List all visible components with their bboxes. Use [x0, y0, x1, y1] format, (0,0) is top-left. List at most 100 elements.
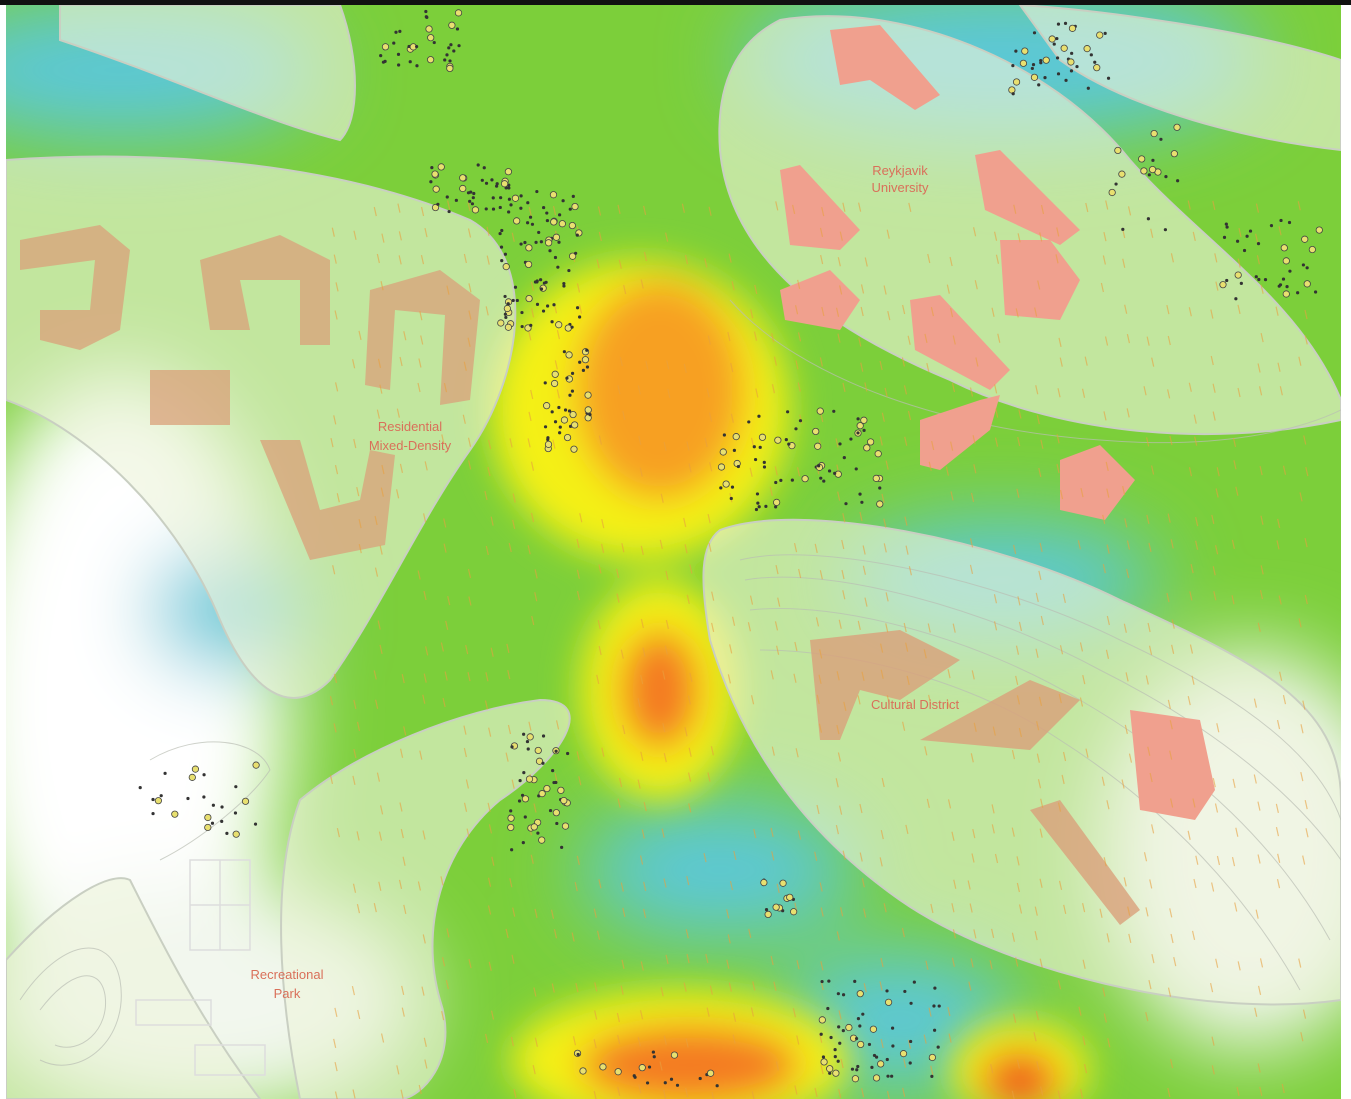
flow-arrow [447, 200, 451, 210]
tree-marker [503, 304, 511, 313]
tree-marker [764, 910, 772, 919]
flow-arrow [534, 592, 538, 602]
tree-marker [814, 442, 822, 450]
flow-arrow [793, 542, 798, 553]
tree-marker [210, 821, 215, 825]
flow-arrow [381, 464, 385, 475]
tree-marker [1039, 61, 1043, 65]
flow-arrow [509, 878, 513, 888]
tree-marker [652, 1055, 656, 1059]
flow-arrow [512, 519, 516, 529]
flow-arrow [576, 538, 580, 549]
tree-marker [1140, 167, 1148, 175]
flow-arrow [352, 359, 356, 369]
flow-arrow [511, 779, 515, 789]
flow-arrow [991, 824, 995, 834]
flow-arrow [465, 644, 469, 655]
flow-arrow [1146, 437, 1150, 447]
tree-marker [849, 437, 853, 441]
flow-arrow [907, 1039, 912, 1049]
flow-arrow [419, 311, 423, 321]
flow-arrow [352, 775, 356, 786]
flow-arrow [749, 467, 753, 477]
flow-arrow [814, 1087, 818, 1097]
flow-arrow [1100, 282, 1104, 293]
tree-marker [494, 184, 499, 188]
flow-arrow [552, 206, 557, 216]
tree-marker [550, 218, 558, 226]
flow-arrow [403, 331, 407, 341]
flow-arrow [930, 1065, 934, 1075]
tree-marker [1008, 86, 1016, 94]
flow-arrow [417, 881, 422, 891]
flow-arrow [794, 1085, 798, 1095]
flow-arrow [1059, 645, 1064, 655]
tree-marker [427, 34, 435, 42]
flow-arrow [704, 258, 708, 268]
flow-arrow [1171, 619, 1175, 629]
flow-arrow [687, 772, 692, 782]
flow-arrow [379, 805, 384, 815]
flow-arrow [775, 1061, 780, 1071]
flow-arrow [663, 878, 667, 888]
tree-marker [899, 1050, 908, 1058]
flow-arrow [598, 564, 602, 574]
tree-marker [552, 303, 556, 307]
flow-arrow [771, 384, 776, 394]
flow-arrow [468, 596, 472, 606]
tree-marker [471, 206, 480, 214]
tree-marker [1257, 277, 1261, 282]
tree-marker [252, 761, 260, 769]
tree-marker [1277, 284, 1281, 288]
flow-arrow [512, 907, 516, 917]
tree-marker [426, 56, 435, 64]
tree-marker [472, 191, 476, 196]
tree-marker [446, 64, 454, 73]
tree-marker [856, 417, 860, 421]
flow-arrow [617, 798, 621, 808]
tree-marker [832, 1069, 840, 1077]
flow-arrow [947, 799, 952, 809]
flow-arrow [795, 360, 799, 370]
flow-arrow [534, 908, 538, 918]
tree-marker [1163, 228, 1167, 232]
tree-marker [525, 775, 534, 783]
flow-arrow [507, 670, 511, 680]
tree-markers [138, 9, 1323, 1088]
flow-arrow [728, 253, 732, 263]
flow-arrow [707, 772, 711, 782]
tree-marker [722, 480, 730, 488]
flow-arrow [989, 960, 993, 970]
flow-arrow [618, 259, 622, 269]
flow-arrow [949, 307, 954, 318]
flow-arrow [333, 673, 338, 683]
tree-marker [833, 1048, 837, 1052]
tree-marker [1313, 290, 1318, 294]
flow-arrow [618, 777, 623, 788]
tree-marker [1067, 58, 1075, 66]
flow-arrow [637, 1037, 641, 1047]
flow-arrow [685, 1038, 689, 1048]
tree-marker [884, 998, 893, 1006]
tree-marker [841, 1028, 845, 1033]
flow-arrow [1195, 855, 1199, 865]
flow-arrow [689, 564, 693, 574]
flow-arrow [859, 803, 863, 814]
tree-marker [826, 1065, 834, 1073]
flow-arrow [1166, 593, 1170, 603]
flow-arrow [1210, 309, 1214, 319]
flow-arrow [902, 304, 906, 315]
tree-marker [1147, 173, 1151, 177]
flow-arrow [952, 623, 956, 633]
tree-marker [844, 502, 848, 506]
tree-marker [812, 427, 820, 436]
tree-marker [872, 1074, 881, 1082]
tree-marker [581, 356, 590, 364]
tree-marker [1234, 297, 1238, 301]
flow-arrow [1238, 228, 1242, 238]
tree-marker [890, 1074, 894, 1078]
tree-marker [500, 228, 504, 233]
flow-arrow [1083, 1064, 1088, 1074]
flow-arrow [663, 1035, 667, 1045]
flow-arrow [710, 746, 714, 756]
